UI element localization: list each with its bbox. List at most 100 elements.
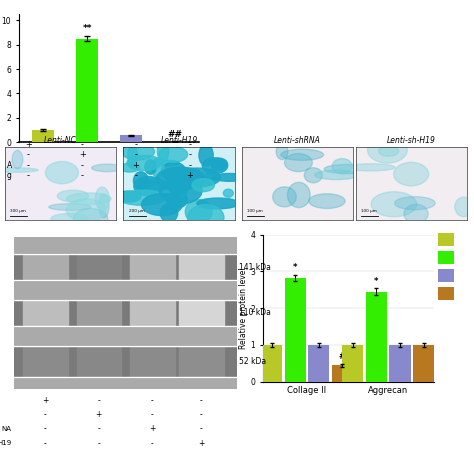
Ellipse shape [199,145,213,166]
Text: +: + [42,396,49,405]
Ellipse shape [315,170,358,180]
Ellipse shape [128,145,137,166]
Ellipse shape [174,171,188,197]
Ellipse shape [67,193,111,204]
Ellipse shape [57,190,89,202]
Text: **: ** [82,25,92,34]
Ellipse shape [137,181,157,188]
Ellipse shape [156,167,205,190]
Text: -: - [200,396,203,405]
Text: 200 μm: 200 μm [128,209,145,213]
Ellipse shape [202,158,228,173]
Bar [413,345,434,382]
Text: -: - [188,161,191,170]
Ellipse shape [273,187,296,207]
Bar [130,255,174,280]
Text: +: + [198,439,205,447]
Ellipse shape [404,204,428,223]
Text: -: - [151,396,154,405]
Text: g: g [7,172,12,180]
Ellipse shape [173,168,220,187]
Text: -: - [27,172,30,180]
Bar [14,346,237,376]
Ellipse shape [332,159,352,173]
Ellipse shape [346,164,395,171]
Text: +: + [79,151,86,159]
Text: ##: ## [167,130,182,139]
Text: +: + [96,410,102,419]
Text: -: - [81,140,83,149]
Ellipse shape [49,204,91,210]
Text: -: - [98,425,100,433]
Text: -: - [135,172,137,180]
Ellipse shape [157,139,169,163]
Text: 52 kDa: 52 kDa [239,357,266,366]
Ellipse shape [51,213,88,224]
Bar [77,255,121,280]
Bar [342,345,364,382]
Ellipse shape [284,154,312,172]
Bar [76,38,98,142]
Bar [23,255,68,280]
Ellipse shape [161,162,186,181]
Ellipse shape [455,197,474,217]
Ellipse shape [145,160,156,174]
Text: -: - [98,439,100,447]
Text: *: * [374,277,379,286]
Ellipse shape [281,149,324,160]
Ellipse shape [134,177,164,196]
Text: -: - [151,439,154,447]
Ellipse shape [393,162,428,186]
Ellipse shape [304,168,322,183]
Ellipse shape [119,163,140,172]
Ellipse shape [95,187,109,210]
Ellipse shape [134,172,148,190]
Ellipse shape [395,197,435,210]
Text: 110 kDa: 110 kDa [239,309,271,317]
Bar [130,347,174,376]
Ellipse shape [118,190,165,205]
Text: -: - [44,425,47,433]
Ellipse shape [379,146,399,156]
Bar [366,292,387,382]
Ellipse shape [142,194,182,216]
Text: Lenti-sh-H19: Lenti-sh-H19 [387,136,436,145]
Bar [308,345,329,382]
Ellipse shape [367,137,407,163]
Text: 100 μm: 100 μm [361,209,377,213]
Ellipse shape [287,182,310,208]
Ellipse shape [276,144,288,160]
Text: +: + [25,140,32,149]
Ellipse shape [0,168,38,173]
Text: +: + [132,161,139,170]
Text: -: - [81,172,83,180]
Bar [77,301,121,325]
Text: -: - [98,396,100,405]
Ellipse shape [127,155,162,171]
Y-axis label: Relative protein level: Relative protein level [239,267,248,349]
Bar [261,345,282,382]
Text: Lenti-NC: Lenti-NC [44,136,77,145]
Ellipse shape [211,158,228,170]
Bar [23,301,68,325]
Text: #: # [339,352,346,361]
Ellipse shape [116,191,141,202]
Ellipse shape [192,179,214,191]
Text: -: - [151,410,154,419]
Bar [179,301,224,325]
Bar [390,345,410,382]
Ellipse shape [160,204,178,222]
Ellipse shape [140,184,180,190]
Bar [284,278,306,382]
Bar [130,301,174,325]
Text: 300 μm: 300 μm [10,209,26,213]
Text: -: - [135,140,137,149]
Ellipse shape [121,143,155,160]
Ellipse shape [167,191,188,208]
Bar [14,255,237,280]
Text: -: - [200,425,203,433]
Text: 141 kDa: 141 kDa [239,263,271,272]
Text: +: + [186,172,193,180]
Ellipse shape [152,158,164,177]
Text: -: - [135,151,137,159]
